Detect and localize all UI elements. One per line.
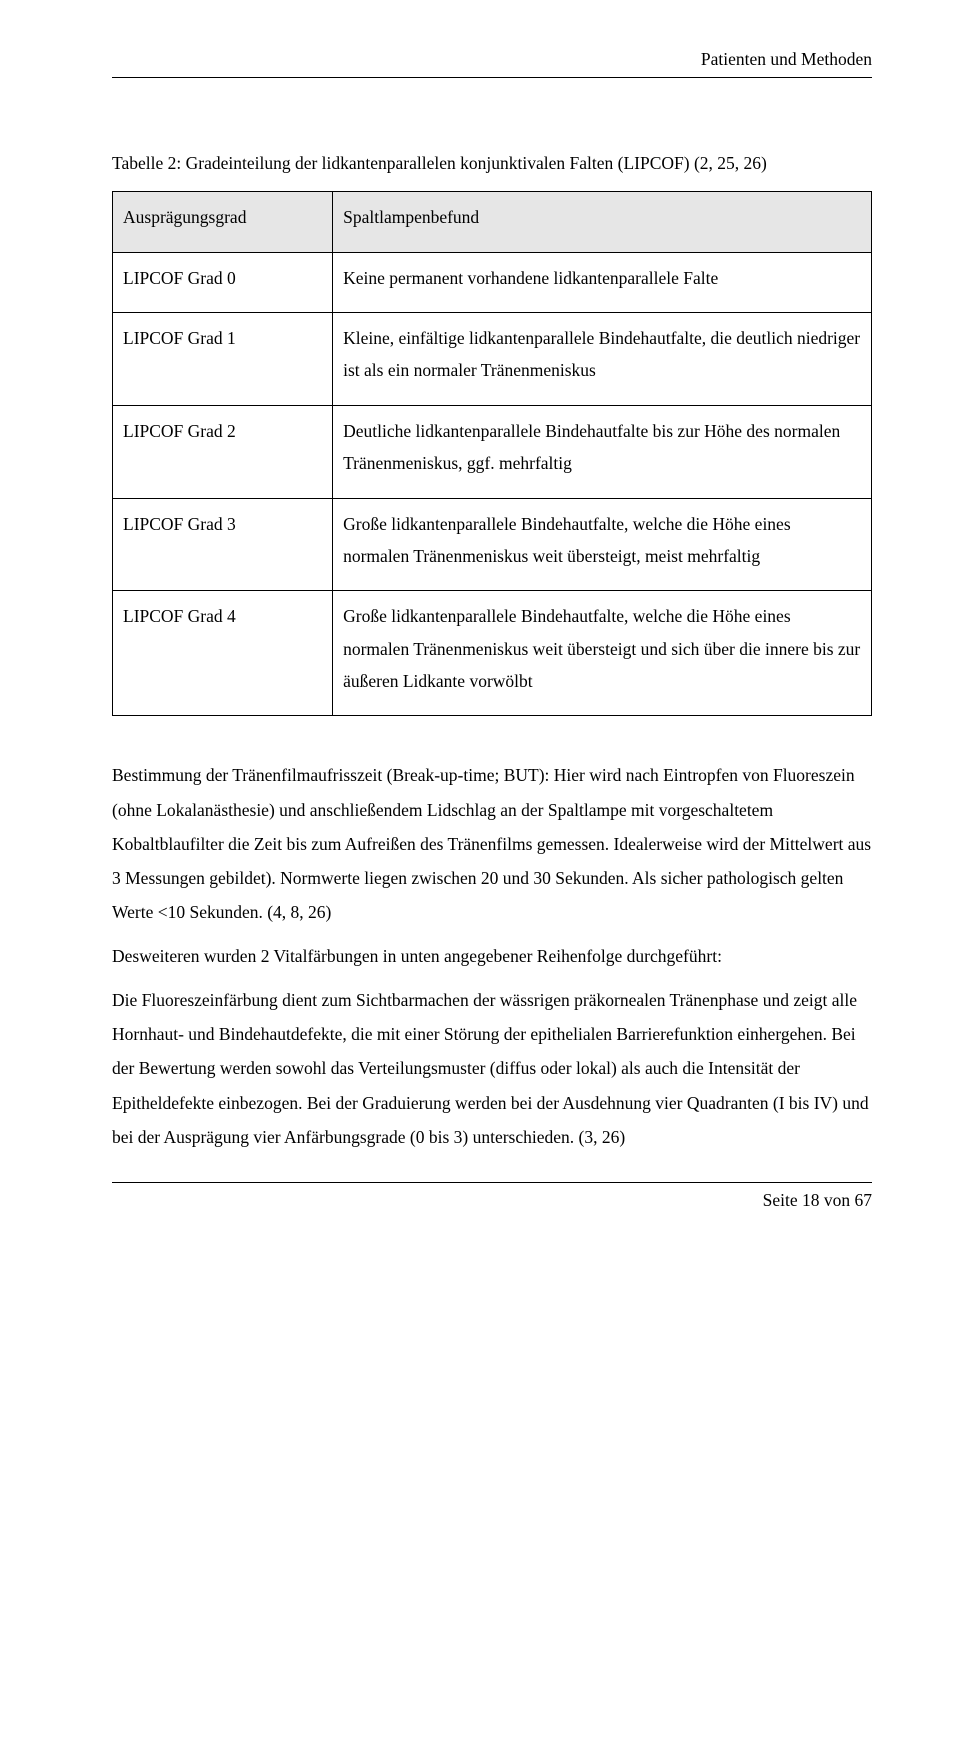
th-spaltlampenbefund: Spaltlampenbefund xyxy=(333,192,872,252)
cell-grade: LIPCOF Grad 0 xyxy=(113,252,333,312)
cell-desc: Keine permanent vorhandene lidkantenpara… xyxy=(333,252,872,312)
footer-rule xyxy=(112,1182,872,1183)
table-caption: Tabelle 2: Gradeinteilung der lidkantenp… xyxy=(112,150,872,177)
cell-grade: LIPCOF Grad 1 xyxy=(113,313,333,406)
table-row: LIPCOF Grad 3 Große lidkantenparallele B… xyxy=(113,498,872,591)
page-footer: Seite 18 von 67 xyxy=(112,1187,872,1214)
paragraph-fluoreszein: Die Fluoreszeinfärbung dient zum Sichtba… xyxy=(112,983,872,1154)
lipcof-table: Ausprägungsgrad Spaltlampenbefund LIPCOF… xyxy=(112,191,872,716)
table-row: LIPCOF Grad 0 Keine permanent vorhandene… xyxy=(113,252,872,312)
cell-grade: LIPCOF Grad 4 xyxy=(113,591,333,716)
cell-desc: Deutliche lidkantenparallele Bindehautfa… xyxy=(333,405,872,498)
table-row: LIPCOF Grad 2 Deutliche lidkantenparalle… xyxy=(113,405,872,498)
cell-grade: LIPCOF Grad 3 xyxy=(113,498,333,591)
th-auspraegungsgrad: Ausprägungsgrad xyxy=(113,192,333,252)
paragraph-but: Bestimmung der Tränenfilmaufrisszeit (Br… xyxy=(112,758,872,929)
cell-desc: Große lidkantenparallele Bindehautfalte,… xyxy=(333,591,872,716)
table-header-row: Ausprägungsgrad Spaltlampenbefund xyxy=(113,192,872,252)
header-rule xyxy=(112,77,872,78)
cell-grade: LIPCOF Grad 2 xyxy=(113,405,333,498)
cell-desc: Kleine, einfältige lidkantenparallele Bi… xyxy=(333,313,872,406)
table-row: LIPCOF Grad 4 Große lidkantenparallele B… xyxy=(113,591,872,716)
cell-desc: Große lidkantenparallele Bindehautfalte,… xyxy=(333,498,872,591)
table-row: LIPCOF Grad 1 Kleine, einfältige lidkant… xyxy=(113,313,872,406)
page-header: Patienten und Methoden xyxy=(112,46,872,73)
paragraph-vital-intro: Desweiteren wurden 2 Vitalfärbungen in u… xyxy=(112,939,872,973)
